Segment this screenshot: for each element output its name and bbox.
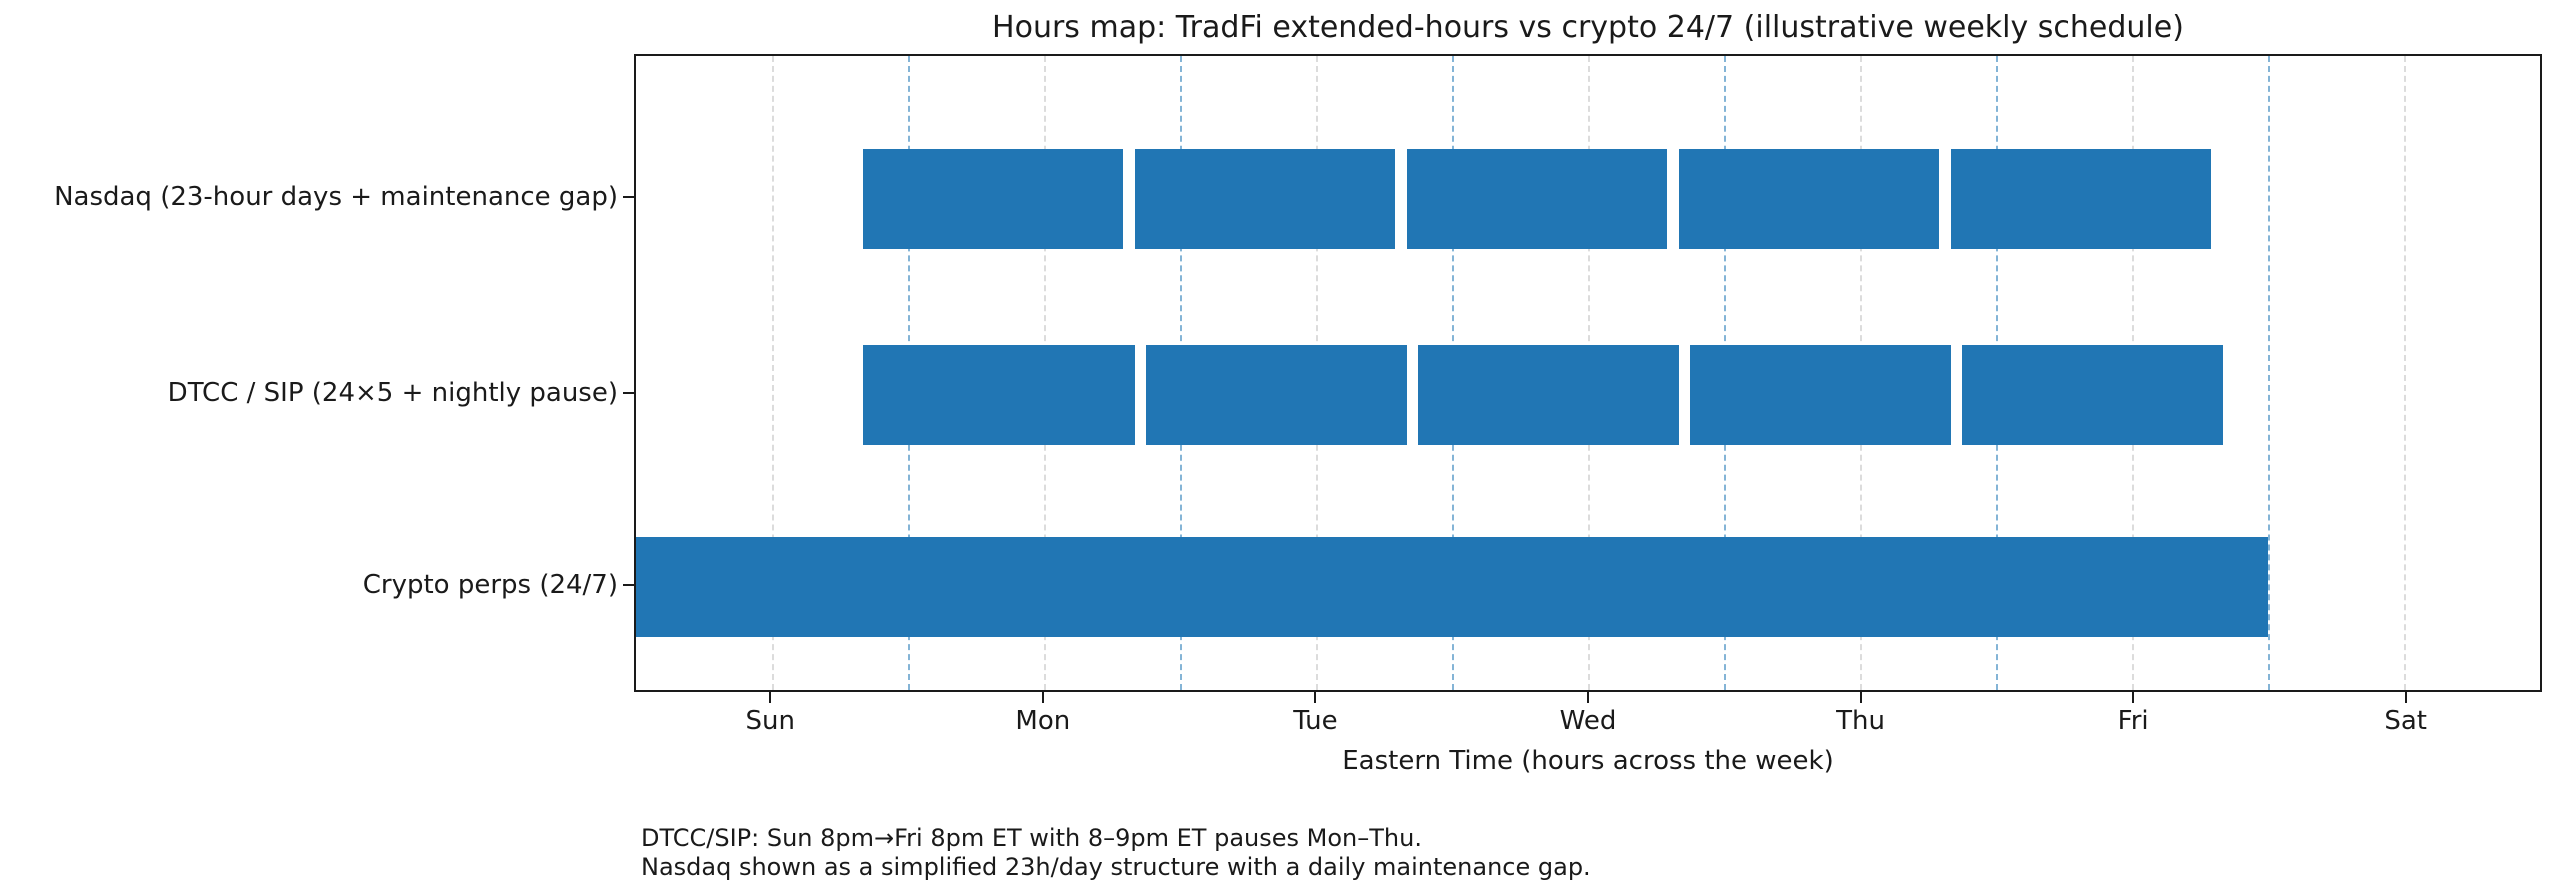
bar-segment xyxy=(1146,345,1407,445)
x-tick-thu xyxy=(1859,692,1862,703)
y-tick-row-2 xyxy=(623,584,634,586)
x-tick-wed xyxy=(1587,692,1589,703)
y-axis-label-row-1: DTCC / SIP (24×5 + nightly pause) xyxy=(167,378,618,408)
x-tick-label-tue: Tue xyxy=(1293,706,1338,736)
y-tick-row-1 xyxy=(623,392,634,394)
bar-segment xyxy=(1950,149,2212,249)
x-tick-mon xyxy=(1041,692,1044,703)
y-axis-label-row-0: Nasdaq (23-hour days + maintenance gap) xyxy=(54,182,618,212)
bar-segment xyxy=(1690,345,1951,445)
x-tick-tue xyxy=(1314,692,1317,703)
bar-segment xyxy=(1962,345,2223,445)
midnight-gridline-h144 xyxy=(2268,56,2270,690)
chart-title: Hours map: TradFi extended-hours vs cryp… xyxy=(992,10,2184,45)
footnote-line-2: Nasdaq shown as a simplified 23h/day str… xyxy=(641,853,1591,881)
x-tick-sat xyxy=(2404,692,2407,703)
x-tick-label-wed: Wed xyxy=(1559,706,1617,736)
bar-segment xyxy=(636,537,2268,637)
y-tick-row-0 xyxy=(623,196,634,198)
bar-segment xyxy=(862,149,1124,249)
x-axis-label: Eastern Time (hours across the week) xyxy=(1342,746,1834,776)
x-tick-label-thu: Thu xyxy=(1836,706,1885,736)
x-tick-label-fri: Fri xyxy=(2117,706,2149,736)
plot-area xyxy=(634,54,2542,692)
bar-segment xyxy=(1418,345,1679,445)
x-tick-label-mon: Mon xyxy=(1015,706,1071,736)
x-tick-fri xyxy=(2132,692,2135,703)
day-gridline-sat xyxy=(2404,56,2406,690)
day-gridline-sun xyxy=(772,56,774,690)
bar-segment xyxy=(1406,149,1668,249)
bar-segment xyxy=(1134,149,1396,249)
x-tick-label-sun: Sun xyxy=(745,706,796,736)
footnote-line-1: DTCC/SIP: Sun 8pm→Fri 8pm ET with 8–9pm … xyxy=(641,824,1422,852)
x-tick-label-sat: Sat xyxy=(2384,706,2428,736)
bar-segment xyxy=(1678,149,1940,249)
bar-segment xyxy=(862,345,1135,445)
x-tick-sun xyxy=(769,692,772,703)
y-axis-label-row-2: Crypto perps (24/7) xyxy=(362,570,618,600)
